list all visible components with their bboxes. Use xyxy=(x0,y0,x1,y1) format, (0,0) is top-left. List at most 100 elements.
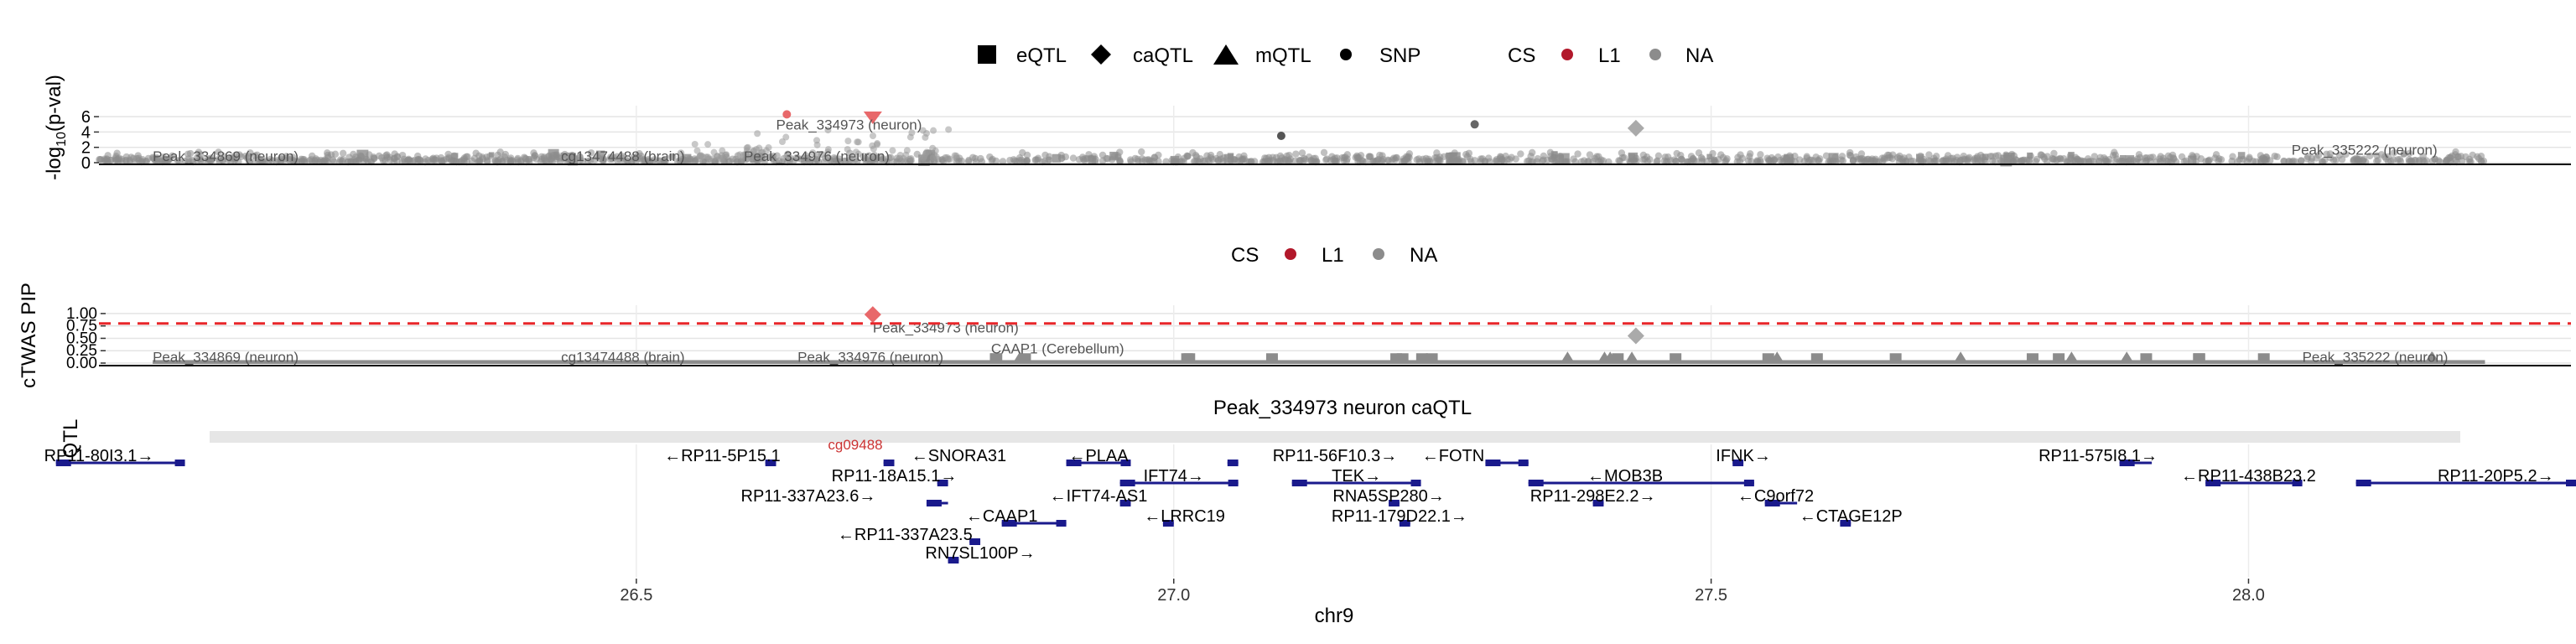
qtl-y-tick-label: 4 xyxy=(81,123,91,142)
gene-label: ←MOB3B xyxy=(1587,467,1663,486)
qtl-snp-point xyxy=(2355,157,2362,164)
gene-exon xyxy=(1162,520,1174,527)
qtl-snp-point xyxy=(97,156,105,164)
ctwas-legend-l1-dot-icon xyxy=(1285,248,1296,260)
gene-exon xyxy=(1592,500,1604,506)
qtl-peak-point xyxy=(824,146,832,153)
qtl-highlight-point xyxy=(782,110,792,119)
qtl-snp-point xyxy=(2447,153,2454,162)
qtl-snp-point xyxy=(1992,152,2000,160)
ctwas-eqtl-point xyxy=(2053,353,2065,364)
qtl-snp-point xyxy=(1493,156,1500,164)
gene-label: IFNK→ xyxy=(1716,447,1771,465)
qtl-peak-point xyxy=(870,145,877,153)
qtl-snp-point xyxy=(999,158,1007,165)
ctwas-legend: CS L1 NA xyxy=(1231,244,1437,267)
legend-label-l1: L1 xyxy=(1598,44,1621,67)
qtl-snp-point xyxy=(2038,151,2045,159)
ctwas-mqtl-point xyxy=(1625,351,1639,363)
ctwas-y-tick-label: 0.75 xyxy=(66,318,97,335)
qtl-peak-point xyxy=(921,153,928,160)
qtl-snp-point xyxy=(2246,153,2253,161)
qtl-snp-point xyxy=(2297,157,2305,164)
ctwas-eqtl-point xyxy=(1181,353,1193,364)
qtl-snp-point xyxy=(1589,158,1597,165)
qtl-snp-point xyxy=(978,158,986,165)
ctwas-highlight-point xyxy=(1627,327,1644,345)
gene-exon xyxy=(1399,520,1410,527)
qtl-eqtl-point xyxy=(451,153,459,160)
ctwas-annotations: Peak_334973 (neuron)Peak_334869 (neuron)… xyxy=(153,319,2448,365)
gene-label: ←C9orf72 xyxy=(1737,487,1814,506)
ctwas-mqtl-point xyxy=(1603,351,1618,363)
qtl-eqtl-point xyxy=(1915,153,1924,162)
qtl-eqtl-point xyxy=(596,150,605,159)
qtl-eqtl-point xyxy=(2068,152,2075,158)
qtl-peak-point xyxy=(945,126,953,133)
gene-exon xyxy=(1291,480,1307,486)
ctwas-panel: Peak_334973 (neuron)Peak_334869 (neuron)… xyxy=(18,283,2571,388)
qtl-snp-point xyxy=(1433,149,1441,157)
qtl-snp-point xyxy=(2321,156,2329,164)
qtl-eqtl-point xyxy=(1828,153,1839,164)
qtl-snp-point xyxy=(2271,152,2278,160)
qtl-eqtl-point xyxy=(925,149,936,160)
qtl-snp-point xyxy=(161,158,169,165)
qtl-snp-point xyxy=(1869,157,1877,165)
gene-label: IFT74→ xyxy=(1144,467,1204,486)
x-axis-label: chr9 xyxy=(1315,605,1354,627)
ctwas-legend-cs-title: CS xyxy=(1231,244,1259,267)
gene-exon xyxy=(1840,520,1852,527)
qtl-snp-point xyxy=(2172,158,2180,165)
qtl-snp-point xyxy=(1839,157,1847,164)
qtl-snp-point xyxy=(1736,158,1743,165)
ctwas-annotation: Peak_334869 (neuron) xyxy=(153,349,299,365)
qtl-snp-point xyxy=(986,153,994,161)
gene-exon xyxy=(1056,520,1067,527)
qtl-snp-point xyxy=(775,157,783,165)
qtl-snp-point xyxy=(1639,151,1648,159)
qtl-snp-point xyxy=(1577,158,1586,165)
qtl-eqtl-point xyxy=(548,148,559,160)
gene-exon xyxy=(1518,460,1529,466)
qtl-snp-point xyxy=(2308,154,2316,162)
qtl-snp-point xyxy=(112,152,120,160)
qtl-snp-point xyxy=(1942,157,1950,164)
gene-exon xyxy=(1228,480,1239,486)
gene-exon xyxy=(1528,480,1544,486)
qtl-peak-point xyxy=(930,127,937,134)
qtl-eqtl-point xyxy=(682,153,692,164)
qtl-snp-point xyxy=(1162,158,1170,165)
gene-exon xyxy=(765,460,776,466)
qtl-peak-point xyxy=(844,138,852,145)
qtl-snp-point xyxy=(2259,154,2267,163)
legend-cs-title: CS xyxy=(1508,44,1535,67)
qtl-peak-point xyxy=(848,153,855,161)
qtl-snp-point xyxy=(1138,158,1146,165)
qtl-eqtl-point xyxy=(1449,152,1461,164)
qtl-snp-point xyxy=(1737,151,1744,158)
qtl-peak-point xyxy=(874,140,881,148)
track-y-axis-label: QTL xyxy=(60,419,82,459)
qtl-peak-point xyxy=(699,153,706,160)
qtl-snp-point xyxy=(351,156,359,164)
qtl-snp-point xyxy=(1082,155,1089,163)
qtl-snp-point xyxy=(1391,156,1399,164)
qtl-eqtl-point xyxy=(1550,151,1558,158)
qtl-snp-point xyxy=(1285,157,1292,164)
qtl-snp-point xyxy=(1966,153,1973,162)
qtl-snp-point xyxy=(339,149,347,157)
gene-exon xyxy=(1764,500,1780,506)
qtl-snp-point xyxy=(1207,153,1215,162)
qtl-snp-point xyxy=(220,153,228,160)
qtl-snp-point xyxy=(2373,158,2381,165)
gene-label: ←PLAA xyxy=(1068,447,1129,465)
qtl-snp-point xyxy=(2018,157,2026,164)
qtl-snp-point xyxy=(1269,153,1277,161)
gene-label: ←RP11-5P15.1 xyxy=(664,447,781,465)
qtl-snp-point xyxy=(1971,157,1979,165)
gene-label: RP11-179D22.1→ xyxy=(1332,507,1467,526)
qtl-y-tick-label: 6 xyxy=(81,108,91,127)
qtl-snp-point xyxy=(501,150,510,158)
gene-exon xyxy=(1389,500,1400,506)
